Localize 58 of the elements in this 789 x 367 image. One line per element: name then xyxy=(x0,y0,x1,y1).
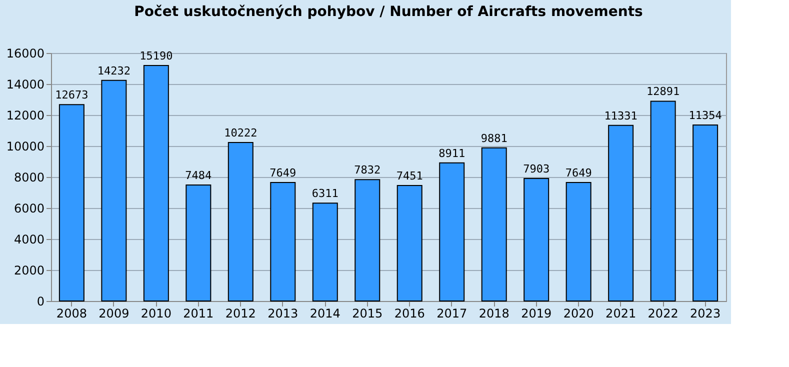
y-tick-label: 4000 xyxy=(14,232,44,246)
y-tick-label: 16000 xyxy=(6,46,44,60)
bar xyxy=(396,185,422,302)
data-label: 8911 xyxy=(438,146,466,160)
x-tick-label: 2016 xyxy=(394,306,425,320)
x-tick-label: 2012 xyxy=(225,306,256,320)
data-label: 12673 xyxy=(55,88,88,102)
data-label: 7484 xyxy=(185,169,212,182)
bar xyxy=(58,104,84,302)
y-tick-label: 8000 xyxy=(14,170,44,184)
y-tick-label: 6000 xyxy=(14,202,44,216)
x-tick-label: 2018 xyxy=(478,306,510,320)
chart-title: Počet uskutočnených pohybov / Number of Aircrafts movements xyxy=(134,4,643,20)
bar xyxy=(566,182,592,302)
data-label: 9881 xyxy=(480,132,508,145)
x-tick-label: 2017 xyxy=(436,306,468,320)
bar xyxy=(101,80,127,302)
x-tick-label: 2008 xyxy=(56,306,87,320)
data-label: 7903 xyxy=(523,162,550,176)
bar xyxy=(608,124,634,302)
data-label: 11331 xyxy=(604,109,638,122)
data-label: 12891 xyxy=(646,85,680,98)
bar xyxy=(186,184,212,302)
data-label: 6311 xyxy=(312,187,338,200)
data-label: 7451 xyxy=(396,170,423,183)
y-tick-label: 12000 xyxy=(6,108,44,122)
x-tick-label: 2019 xyxy=(521,306,552,320)
data-label: 15190 xyxy=(140,50,173,63)
x-tick-label: 2009 xyxy=(98,306,130,320)
y-tick-label: 14000 xyxy=(6,78,44,92)
x-tick-label: 2021 xyxy=(606,306,636,320)
bar xyxy=(270,182,296,302)
x-tick-label: 2013 xyxy=(268,306,298,320)
data-label: 11354 xyxy=(688,109,722,122)
x-tick-label: 2014 xyxy=(310,306,340,320)
x-tick-label: 2011 xyxy=(183,306,214,320)
x-tick-label: 2023 xyxy=(690,306,721,320)
x-tick-label: 2020 xyxy=(563,306,594,320)
data-label: 7832 xyxy=(354,164,381,177)
data-label: 10222 xyxy=(224,126,258,140)
y-tick-label: 10000 xyxy=(6,140,44,154)
data-label: 7649 xyxy=(270,166,296,180)
bar xyxy=(228,142,254,302)
bar xyxy=(524,178,550,302)
y-tick-label: 2000 xyxy=(14,264,44,278)
data-label: 14232 xyxy=(97,64,130,78)
x-tick-label: 2010 xyxy=(140,306,172,320)
bar xyxy=(481,147,507,302)
x-tick-label: 2022 xyxy=(648,306,678,320)
x-tick-label: 2015 xyxy=(352,306,383,320)
bar xyxy=(354,179,380,302)
bar xyxy=(650,100,676,302)
bar xyxy=(439,162,465,302)
y-tick-label: 0 xyxy=(36,294,44,308)
bar xyxy=(312,202,338,302)
bar xyxy=(692,124,718,302)
data-label: 7649 xyxy=(565,166,592,180)
bar xyxy=(143,65,169,302)
